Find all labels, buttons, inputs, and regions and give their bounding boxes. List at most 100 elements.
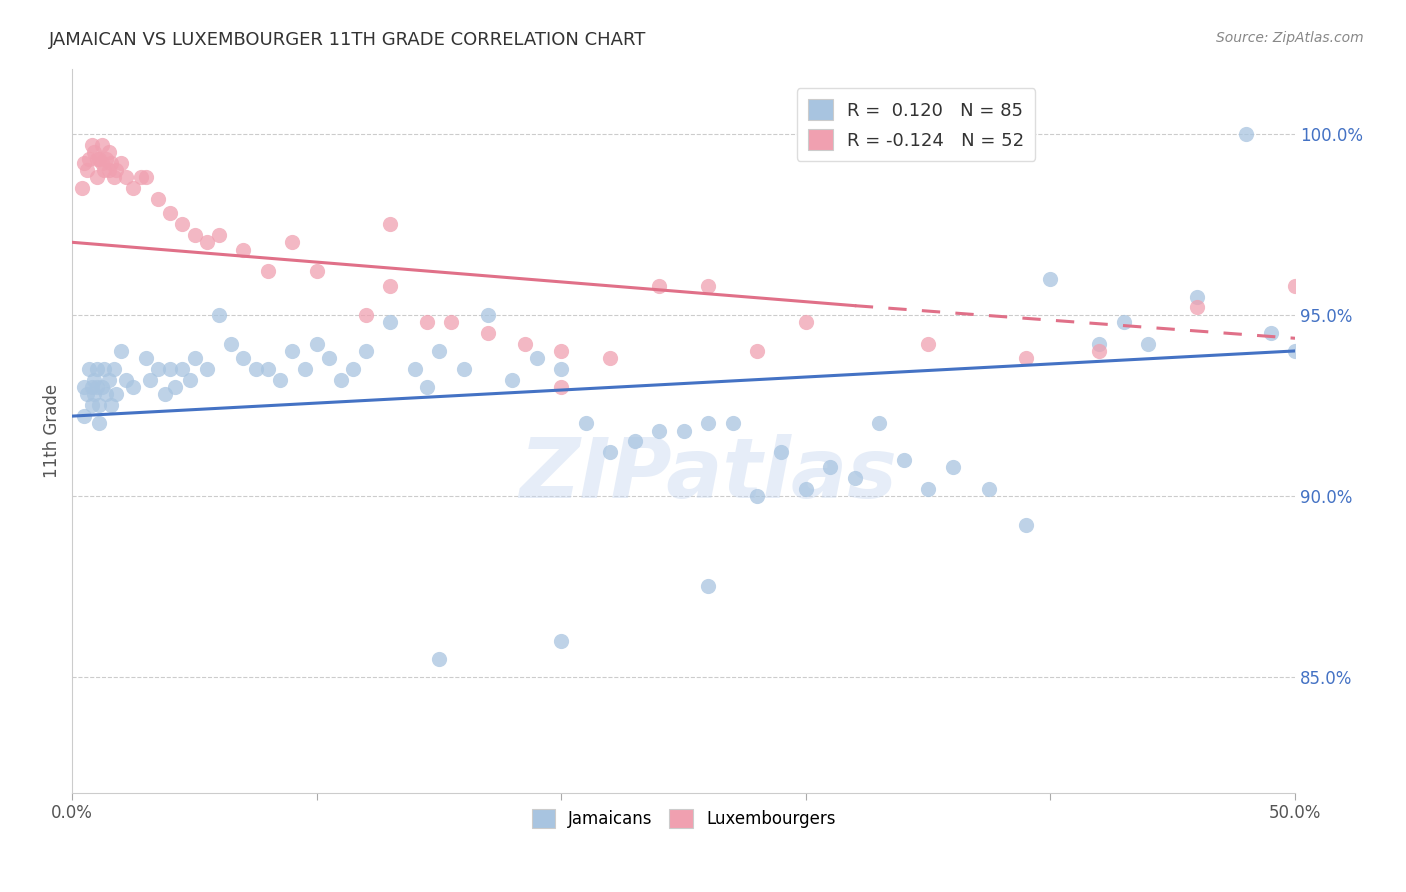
Point — [378, 217, 401, 231]
Point — [96, 152, 118, 166]
Point — [820, 459, 842, 474]
Point — [453, 362, 475, 376]
Point — [122, 181, 145, 195]
Point — [599, 445, 621, 459]
Point — [93, 362, 115, 376]
Point — [526, 351, 548, 366]
Point — [86, 170, 108, 185]
Point — [648, 278, 671, 293]
Point — [721, 417, 744, 431]
Point — [100, 155, 122, 169]
Point — [1015, 351, 1038, 366]
Legend: Jamaicans, Luxembourgers: Jamaicans, Luxembourgers — [524, 803, 842, 835]
Point — [100, 398, 122, 412]
Point — [135, 170, 157, 185]
Point — [305, 264, 328, 278]
Point — [550, 343, 572, 358]
Point — [794, 315, 817, 329]
Point — [257, 362, 280, 376]
Text: JAMAICAN VS LUXEMBOURGER 11TH GRADE CORRELATION CHART: JAMAICAN VS LUXEMBOURGER 11TH GRADE CORR… — [49, 31, 647, 49]
Point — [1088, 343, 1111, 358]
Point — [86, 152, 108, 166]
Point — [330, 373, 353, 387]
Point — [110, 343, 132, 358]
Point — [1137, 336, 1160, 351]
Y-axis label: 11th Grade: 11th Grade — [44, 384, 60, 477]
Point — [979, 482, 1001, 496]
Point — [122, 380, 145, 394]
Point — [599, 351, 621, 366]
Point — [575, 417, 598, 431]
Point — [76, 387, 98, 401]
Point — [1015, 517, 1038, 532]
Point — [232, 243, 254, 257]
Point — [83, 373, 105, 387]
Point — [146, 362, 169, 376]
Point — [183, 351, 205, 366]
Point — [697, 417, 720, 431]
Point — [770, 445, 793, 459]
Point — [257, 264, 280, 278]
Point — [318, 351, 340, 366]
Point — [672, 424, 695, 438]
Point — [477, 326, 499, 340]
Point — [179, 373, 201, 387]
Point — [89, 417, 111, 431]
Point — [305, 336, 328, 351]
Point — [89, 398, 111, 412]
Point — [501, 373, 523, 387]
Point — [1234, 127, 1257, 141]
Point — [172, 362, 194, 376]
Point — [90, 380, 112, 394]
Point — [115, 373, 138, 387]
Point — [79, 362, 101, 376]
Point — [83, 145, 105, 159]
Point — [159, 362, 181, 376]
Point — [416, 315, 439, 329]
Point — [110, 155, 132, 169]
Point — [103, 362, 125, 376]
Point — [1112, 315, 1135, 329]
Point — [745, 489, 768, 503]
Point — [163, 380, 186, 394]
Point — [159, 206, 181, 220]
Point — [73, 409, 96, 423]
Point — [868, 417, 890, 431]
Point — [86, 380, 108, 394]
Point — [745, 343, 768, 358]
Point — [294, 362, 316, 376]
Point — [195, 362, 218, 376]
Point — [1088, 336, 1111, 351]
Point — [281, 343, 304, 358]
Point — [1260, 326, 1282, 340]
Point — [416, 380, 439, 394]
Point — [115, 170, 138, 185]
Point — [172, 217, 194, 231]
Point — [183, 228, 205, 243]
Point — [80, 137, 103, 152]
Point — [378, 278, 401, 293]
Point — [96, 387, 118, 401]
Point — [917, 336, 939, 351]
Point — [513, 336, 536, 351]
Point — [73, 155, 96, 169]
Point — [844, 470, 866, 484]
Point — [269, 373, 291, 387]
Point — [139, 373, 162, 387]
Point — [70, 181, 93, 195]
Point — [80, 380, 103, 394]
Point — [342, 362, 364, 376]
Point — [281, 235, 304, 250]
Point — [623, 434, 645, 449]
Point — [1185, 290, 1208, 304]
Point — [146, 192, 169, 206]
Text: Source: ZipAtlas.com: Source: ZipAtlas.com — [1216, 31, 1364, 45]
Point — [354, 308, 377, 322]
Point — [93, 162, 115, 177]
Point — [378, 315, 401, 329]
Point — [648, 424, 671, 438]
Point — [80, 398, 103, 412]
Point — [105, 387, 128, 401]
Point — [1185, 301, 1208, 315]
Point — [76, 162, 98, 177]
